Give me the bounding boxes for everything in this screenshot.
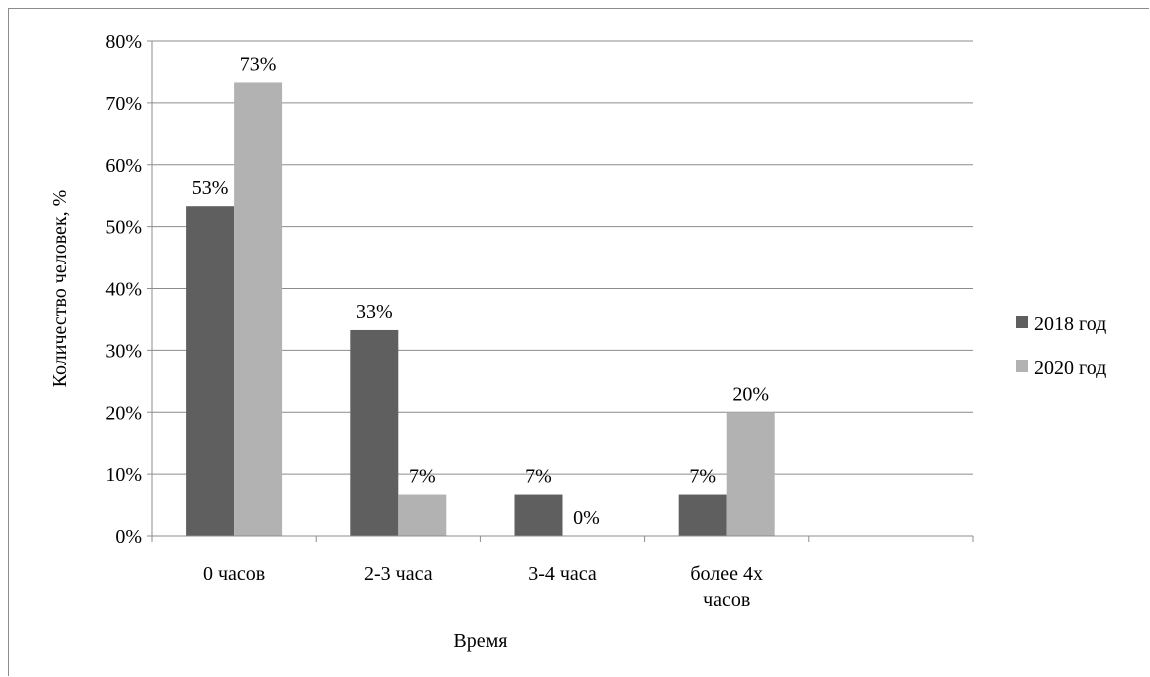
legend-label: 2020 год <box>1034 357 1106 379</box>
data-label: 7% <box>409 466 436 488</box>
y-tick-label: 80% <box>105 31 142 53</box>
x-axis-title: Время <box>453 630 507 652</box>
axes: 0% 10% 20% 30% 40% 50% 60% 70% 80% 0 часов 2-3 час… <box>49 31 974 652</box>
x-tick-label: более 4х часов <box>690 563 763 611</box>
bar <box>350 329 399 536</box>
y-tick-label: 70% <box>105 93 142 115</box>
x-tick-label: 2-3 часа <box>364 563 433 585</box>
x-tick-label: 3-4 часа <box>528 563 597 585</box>
chart-frame <box>8 8 1149 676</box>
bars <box>186 82 775 537</box>
data-labels: 53% 33% 7% 7% 73% 7% 0% 20% <box>192 53 769 529</box>
y-tick-label: 40% <box>105 279 142 301</box>
data-label: 33% <box>356 301 393 323</box>
bar <box>726 412 775 536</box>
x-tick-label: 0 часов <box>203 563 265 585</box>
legend: 2018 год 2020 год <box>1016 313 1106 379</box>
data-label: 53% <box>192 177 229 199</box>
legend-swatch <box>1016 316 1028 328</box>
data-label: 7% <box>689 466 716 488</box>
legend-swatch <box>1016 360 1028 372</box>
bar <box>234 82 283 537</box>
data-label: 7% <box>525 466 552 488</box>
y-tick-label: 50% <box>105 217 142 239</box>
bar <box>186 206 235 537</box>
data-label: 20% <box>732 383 769 405</box>
y-tick-label: 30% <box>105 340 142 362</box>
y-axis-title: Количество человек, % <box>49 190 71 388</box>
y-tick-label: 20% <box>105 402 142 424</box>
bar <box>514 494 563 536</box>
bar <box>398 494 447 536</box>
y-tick-label: 10% <box>105 464 142 486</box>
data-label: 0% <box>573 507 600 529</box>
data-label: 73% <box>240 53 277 75</box>
y-tick-label: 60% <box>105 155 142 177</box>
gridlines <box>152 40 973 475</box>
legend-label: 2018 год <box>1034 313 1106 335</box>
y-tick-label: 0% <box>115 526 142 548</box>
bar <box>678 494 727 536</box>
